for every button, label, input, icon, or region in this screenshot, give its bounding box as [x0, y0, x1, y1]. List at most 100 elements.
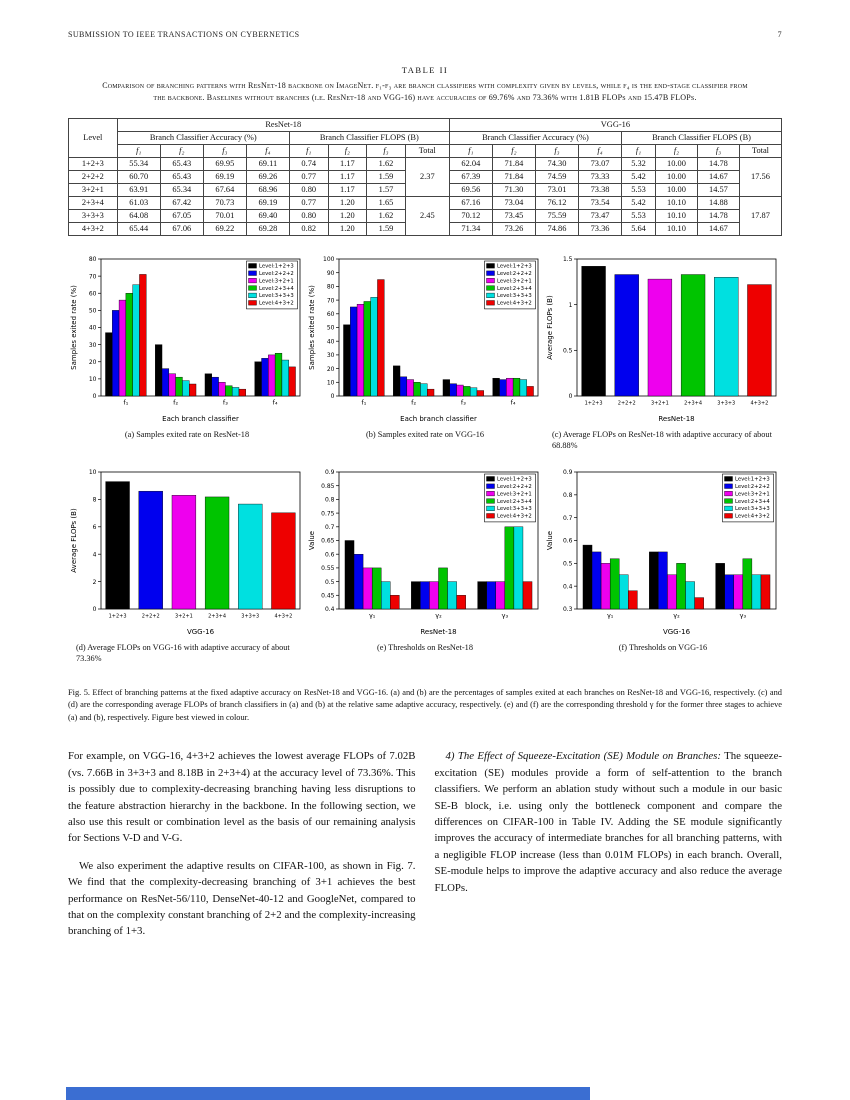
subfigure-e-caption: (e) Thresholds on ResNet-18	[377, 643, 473, 653]
subfigure-f: 0.3 0.4 0.5 0.6 0.7 0.8 0.9 γ₁ γ₂ γ₃ VGG-16 Value Le…	[544, 465, 782, 664]
svg-text:3+2+1: 3+2+1	[651, 400, 669, 406]
svg-text:Level:2+2+2: Level:2+2+2	[497, 271, 532, 277]
svg-text:ResNet-18: ResNet-18	[658, 415, 694, 423]
svg-text:20: 20	[327, 366, 335, 373]
paragraph: For example, on VGG-16, 4+3+2 achieves t…	[68, 750, 416, 845]
figure5-grid: 0 10 20 30 40 50 60 70 80 f₁ f₂ f₃ f₄ Each branch cla…	[68, 252, 782, 679]
svg-text:Level:2+3+4: Level:2+3+4	[735, 499, 770, 505]
svg-text:30: 30	[327, 352, 335, 359]
svg-text:0.3: 0.3	[563, 606, 573, 613]
svg-text:0.9: 0.9	[325, 469, 335, 476]
svg-text:10: 10	[327, 379, 335, 386]
svg-text:0.55: 0.55	[321, 565, 335, 572]
svg-text:10: 10	[89, 469, 97, 476]
svg-text:Average FLOPs (B): Average FLOPs (B)	[70, 508, 78, 573]
svg-text:0: 0	[569, 393, 573, 400]
svg-text:0.85: 0.85	[321, 483, 335, 490]
running-title: SUBMISSION TO IEEE TRANSACTIONS ON CYBER…	[68, 30, 300, 39]
svg-text:0.8: 0.8	[325, 497, 335, 504]
right-column: 4) The Effect of Squeeze-Excitation (SE)…	[435, 748, 783, 939]
svg-text:Value: Value	[308, 531, 316, 550]
svg-text:0: 0	[93, 393, 97, 400]
svg-text:2+2+2: 2+2+2	[142, 614, 160, 620]
paragraph: 4) The Effect of Squeeze-Excitation (SE)…	[435, 748, 783, 896]
svg-text:Level:2+3+4: Level:2+3+4	[497, 499, 532, 505]
svg-text:γ₂: γ₂	[435, 612, 442, 620]
svg-text:0: 0	[331, 393, 335, 400]
svg-text:f₄: f₄	[273, 398, 278, 406]
svg-text:2+2+2: 2+2+2	[618, 400, 636, 406]
svg-text:f₃: f₃	[223, 398, 228, 406]
table-caption-block: TABLE II Comparison of branching pattern…	[68, 65, 782, 105]
svg-text:γ₁: γ₁	[607, 612, 614, 620]
svg-text:Level:4+3+2: Level:4+3+2	[735, 514, 770, 520]
svg-text:0.4: 0.4	[325, 606, 335, 613]
chart-thresholds-resnet18: 0.4 0.45 0.5 0.55 0.6 0.65 0.7 0.75 0.8 0.85 0.9 γ₁…	[306, 465, 544, 637]
svg-text:Level:3+2+1: Level:3+2+1	[497, 492, 532, 498]
subfigure-f-caption: (f) Thresholds on VGG-16	[618, 643, 708, 653]
svg-text:Level:1+2+3: Level:1+2+3	[497, 263, 532, 269]
svg-text:f₂: f₂	[173, 398, 178, 406]
svg-text:80: 80	[89, 256, 97, 263]
subfigure-c: 0 0.5 1 1.5 1+2+3 2+2+2 3+2+1 2+3+4 3+3+3 4+3+2 Re…	[544, 252, 782, 451]
page-number: 7	[777, 30, 782, 39]
svg-text:60: 60	[89, 290, 97, 297]
svg-text:Level:1+2+3: Level:1+2+3	[735, 477, 770, 483]
subfigure-e: 0.4 0.45 0.5 0.55 0.6 0.65 0.7 0.75 0.8 0.85 0.9 γ₁…	[306, 465, 544, 664]
svg-text:8: 8	[93, 497, 97, 504]
svg-text:2+3+4: 2+3+4	[208, 614, 226, 620]
paragraph-text: The squeeze-excitation (SE) modules prov…	[434, 750, 783, 894]
svg-text:3+3+3: 3+3+3	[717, 400, 735, 406]
svg-text:100: 100	[323, 256, 335, 263]
svg-text:0.6: 0.6	[325, 552, 335, 559]
svg-text:0.45: 0.45	[321, 593, 335, 600]
subfigure-a: 0 10 20 30 40 50 60 70 80 f₁ f₂ f₃ f₄ Each branch cla…	[68, 252, 306, 451]
svg-text:Level:4+3+2: Level:4+3+2	[259, 300, 294, 306]
svg-text:0.5: 0.5	[325, 579, 335, 586]
subfigure-d-caption: (d) Average FLOPs on VGG-16 with adaptiv…	[76, 643, 290, 664]
svg-text:f₃: f₃	[461, 398, 466, 406]
svg-text:40: 40	[327, 338, 335, 345]
svg-text:50: 50	[327, 324, 335, 331]
svg-text:Level:1+2+3: Level:1+2+3	[497, 477, 532, 483]
svg-text:1+2+3: 1+2+3	[585, 400, 603, 406]
subfigure-d: 0 2 4 6 8 10 1+2+3 2+2+2 3+2+1 2+3+4 3+3+3 4+3+2 VGG…	[68, 465, 306, 664]
svg-text:VGG-16: VGG-16	[663, 628, 691, 636]
svg-text:γ₂: γ₂	[673, 612, 680, 620]
svg-text:20: 20	[89, 359, 97, 366]
svg-text:Level:2+3+4: Level:2+3+4	[497, 286, 532, 292]
svg-text:Average FLOPs (B): Average FLOPs (B)	[546, 295, 554, 360]
svg-text:0.7: 0.7	[563, 515, 573, 522]
svg-text:γ₃: γ₃	[502, 612, 509, 620]
svg-text:50: 50	[89, 307, 97, 314]
svg-text:90: 90	[327, 270, 335, 277]
chart-samples-exited-resnet18: 0 10 20 30 40 50 60 70 80 f₁ f₂ f₃ f₄ Each branch cla…	[68, 252, 306, 424]
svg-text:70: 70	[89, 273, 97, 280]
svg-text:Level:4+3+2: Level:4+3+2	[497, 514, 532, 520]
svg-text:f₁: f₁	[123, 398, 128, 406]
results-table: Level ResNet-18 VGG-16 Branch Classifier Ac…	[68, 117, 783, 236]
svg-text:0.5: 0.5	[563, 561, 573, 568]
svg-text:Level:2+2+2: Level:2+2+2	[735, 484, 770, 490]
left-column: For example, on VGG-16, 4+3+2 achieves t…	[68, 748, 416, 939]
body-text: For example, on VGG-16, 4+3+2 achieves t…	[68, 748, 782, 939]
svg-text:4+3+2: 4+3+2	[750, 400, 768, 406]
paragraph: We also experiment the adaptive results …	[68, 859, 416, 938]
bottom-blue-strip	[66, 1087, 590, 1100]
svg-text:1+2+3: 1+2+3	[109, 614, 127, 620]
svg-text:3+3+3: 3+3+3	[241, 614, 259, 620]
svg-text:Level:2+3+4: Level:2+3+4	[259, 286, 294, 292]
svg-text:Samples exited rate (%): Samples exited rate (%)	[308, 285, 316, 370]
svg-text:80: 80	[327, 283, 335, 290]
svg-text:6: 6	[93, 524, 97, 531]
table-caption: Comparison of branching patterns with Re…	[102, 81, 748, 103]
svg-text:0.6: 0.6	[563, 538, 573, 545]
svg-text:4+3+2: 4+3+2	[274, 614, 292, 620]
subfigure-c-caption: (c) Average FLOPs on ResNet-18 with adap…	[552, 429, 772, 450]
svg-text:Level:3+3+3: Level:3+3+3	[497, 506, 532, 512]
svg-text:Level:3+2+1: Level:3+2+1	[259, 278, 294, 284]
svg-text:70: 70	[327, 297, 335, 304]
svg-text:Level:2+2+2: Level:2+2+2	[259, 271, 294, 277]
svg-text:3+2+1: 3+2+1	[175, 614, 193, 620]
